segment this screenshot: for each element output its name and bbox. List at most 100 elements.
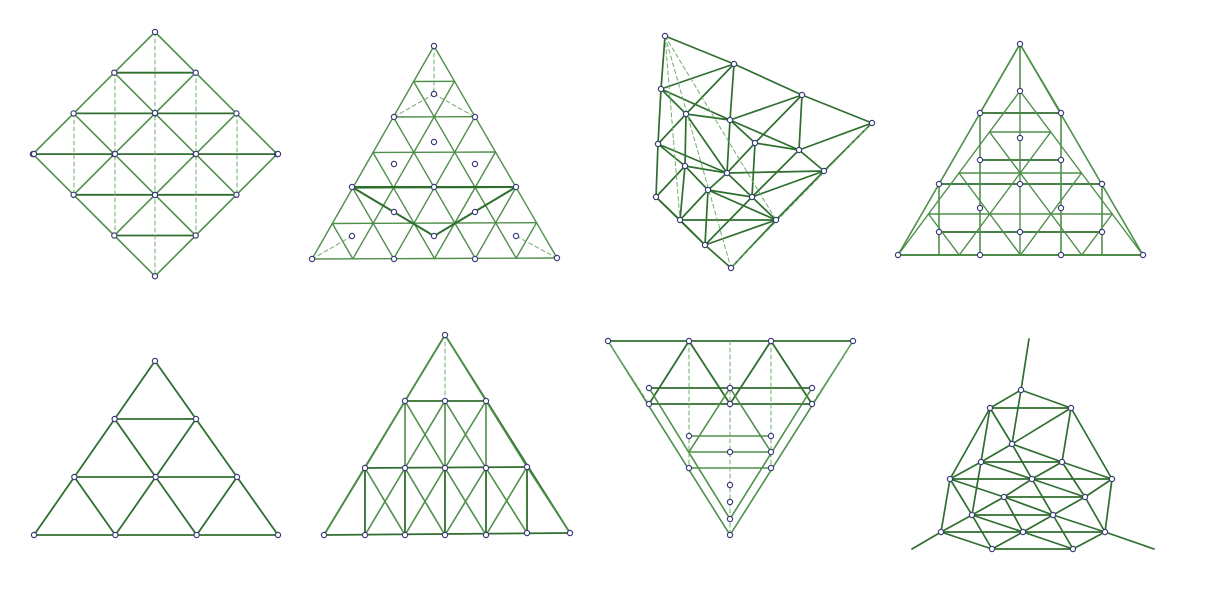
lattice-node (482, 464, 490, 472)
lattice-node (471, 160, 479, 168)
lattice-node (868, 119, 876, 127)
edge (73, 476, 117, 536)
edge (1111, 213, 1144, 256)
edge (988, 131, 1021, 174)
fig-3-tilted-tetrahedral-lattice (652, 32, 876, 272)
edge (979, 43, 1021, 114)
lattice-node (1049, 511, 1057, 519)
edge (660, 88, 731, 121)
edge (798, 94, 803, 151)
edge (688, 340, 731, 405)
edge (194, 153, 238, 196)
lattice-node (726, 448, 734, 456)
edge (494, 186, 517, 224)
lattice-node (1081, 493, 1089, 501)
lattice-node (30, 150, 38, 158)
lattice-node (193, 531, 200, 539)
edge (1084, 478, 1113, 498)
edge (704, 219, 777, 246)
edge (392, 187, 415, 224)
lattice-node (808, 384, 816, 392)
lattice-node (274, 531, 282, 539)
edge (684, 165, 728, 174)
edge (154, 153, 197, 196)
edge (1031, 461, 1063, 480)
edge (1019, 43, 1062, 114)
lattice-node (894, 251, 902, 259)
lattice-node (1139, 251, 1147, 259)
edge (235, 112, 278, 155)
fig-1-diamond-lattice (29, 28, 282, 280)
edge (940, 514, 973, 533)
fig-6-triangle-prism-lattice (320, 331, 574, 539)
lattice-node (1058, 458, 1066, 466)
edge (1050, 213, 1083, 256)
edge (1019, 213, 1052, 256)
edge (113, 153, 156, 196)
edge (453, 80, 476, 118)
edge (657, 143, 728, 174)
edge (1003, 478, 1033, 498)
edge (798, 149, 825, 172)
edge (1019, 172, 1052, 215)
edge (154, 476, 198, 536)
lattice-node (274, 150, 282, 158)
lattice-node (726, 498, 734, 506)
edge (770, 340, 813, 405)
lattice-node (348, 183, 356, 191)
edge (704, 189, 709, 246)
lattice-node (1057, 251, 1065, 259)
fig-8-cluster-lattice (911, 338, 1155, 553)
edge (404, 334, 446, 402)
edge (733, 63, 803, 96)
edge (444, 467, 487, 536)
lattice-node (523, 529, 531, 537)
edge (685, 63, 735, 115)
edge (971, 461, 982, 516)
edge (958, 213, 991, 256)
edge (726, 170, 825, 174)
lattice-node (151, 273, 159, 280)
lattice-node (1016, 134, 1024, 142)
dashed-edge (311, 235, 353, 260)
lattice-node (566, 529, 574, 537)
lattice-node (1057, 204, 1065, 212)
lattice-node (361, 531, 369, 539)
lattice-node (430, 42, 438, 50)
lattice-node (682, 110, 690, 118)
lattice-node (471, 255, 479, 263)
edge (911, 531, 942, 550)
edge (729, 94, 803, 121)
lattice-node (320, 531, 328, 539)
lattice-node (482, 397, 490, 405)
edge (1020, 338, 1030, 391)
edge (404, 467, 446, 536)
edge (729, 119, 800, 151)
lattice-node (111, 415, 118, 423)
edge (980, 461, 1033, 480)
lattice-node (390, 113, 398, 121)
edge (958, 131, 991, 174)
edge (655, 165, 686, 198)
edge (1104, 531, 1155, 550)
lattice-node (772, 216, 780, 224)
lattice-node (976, 156, 984, 164)
edge (154, 71, 197, 115)
lattice-node (820, 167, 828, 175)
edge (444, 400, 487, 469)
edge (444, 334, 487, 402)
edge (433, 222, 456, 260)
edge (453, 151, 476, 189)
edge (704, 196, 753, 246)
lattice-node (471, 208, 479, 216)
edge (801, 94, 873, 124)
lattice-node (645, 400, 653, 408)
edge (927, 213, 960, 256)
edge (684, 113, 687, 167)
fig-5-subdivided-triangle (30, 357, 282, 539)
edge (949, 407, 991, 480)
edge (392, 116, 415, 154)
edge (1061, 461, 1113, 480)
